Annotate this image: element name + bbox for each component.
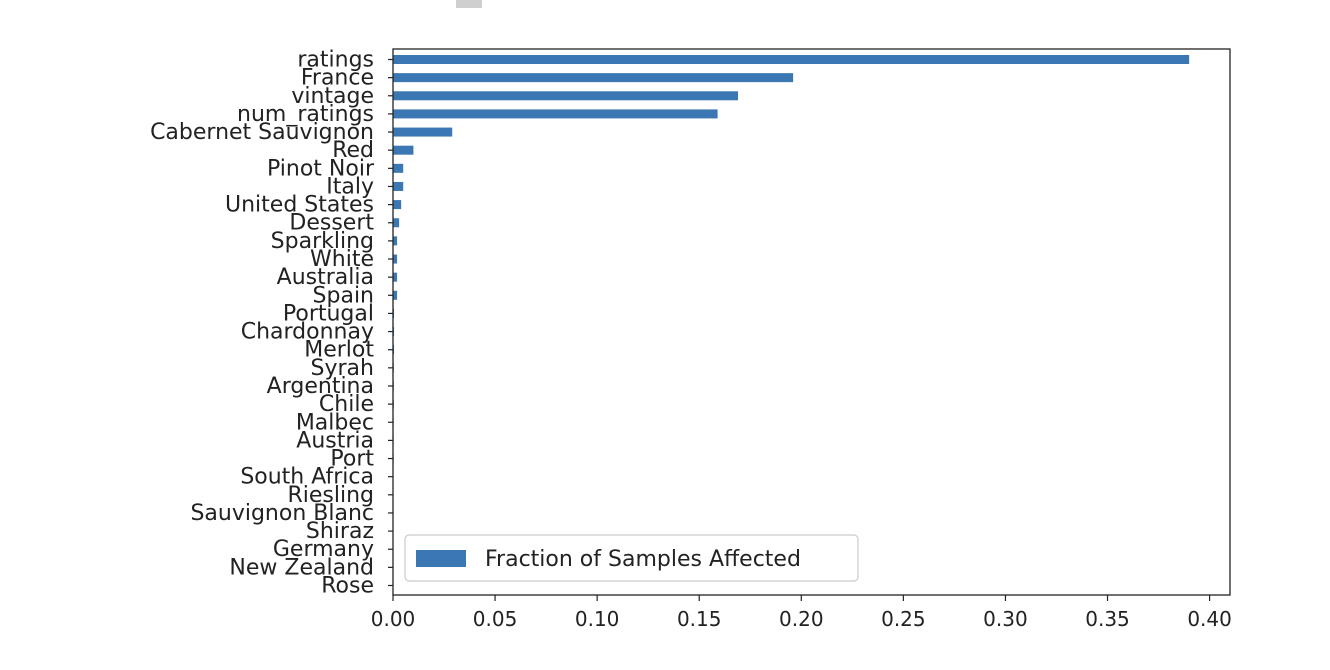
x-tick-label: 0.10 <box>575 607 620 631</box>
bar-united-states <box>393 200 402 210</box>
category-label: Sparkling <box>271 229 374 254</box>
category-label: num_ratings <box>237 102 374 127</box>
category-label: Germany <box>273 537 374 562</box>
category-label: Riesling <box>287 483 374 508</box>
legend-label: Fraction of Samples Affected <box>485 547 801 572</box>
category-label: Port <box>330 447 374 472</box>
legend-box <box>404 534 859 582</box>
legend: Fraction of Samples Affected <box>404 534 859 582</box>
bar-vintage <box>393 91 739 101</box>
bar-white <box>393 254 398 264</box>
x-tick-label: 0.35 <box>1085 607 1130 631</box>
x-tick-label: 0.30 <box>983 607 1028 631</box>
category-label: Pinot Noir <box>267 156 375 181</box>
cursor-indicator <box>456 0 482 8</box>
category-label: United States <box>225 193 374 218</box>
bar-cabernet-sauvignon <box>393 127 453 137</box>
bar-sparkling <box>393 236 398 246</box>
bar-ratings <box>393 55 1190 64</box>
x-axis: 0.00 0.05 0.10 0.15 0.20 0.25 0.30 0.35 0.40 <box>371 595 1232 631</box>
y-axis: ratingsFrancevintagenum_ratingsCabernet … <box>150 48 393 599</box>
category-label: Chile <box>319 392 374 417</box>
category-label: Rose <box>321 574 374 599</box>
category-label: France <box>301 66 374 91</box>
category-label: Italy <box>326 174 374 199</box>
x-tick-label: 0.15 <box>677 607 722 631</box>
category-label: Merlot <box>304 338 374 363</box>
category-label: Dessert <box>289 211 374 236</box>
category-label: Chardonnay <box>241 320 374 345</box>
category-label: Red <box>332 138 374 163</box>
category-label: ratings <box>297 48 374 73</box>
category-label: Shiraz <box>306 519 374 544</box>
bar-italy <box>393 181 404 191</box>
bar-red <box>393 145 414 155</box>
x-tick-label: 0.00 <box>371 607 416 631</box>
bar-france <box>393 73 794 83</box>
category-label: Spain <box>313 283 374 308</box>
bar-pinot-noir <box>393 163 404 173</box>
bar-australia <box>393 272 398 282</box>
category-label: Austria <box>296 428 374 453</box>
category-label: Malbec <box>296 410 374 435</box>
x-tick-label: 0.25 <box>881 607 926 631</box>
bar-dessert <box>393 218 400 228</box>
bar-spain <box>393 290 398 300</box>
x-tick-label: 0.05 <box>473 607 518 631</box>
x-tick-label: 0.20 <box>779 607 824 631</box>
bars-group <box>393 55 1190 590</box>
category-label: Sauvignon Blanc <box>190 501 374 526</box>
plot-frame <box>392 48 1231 596</box>
x-tick-label: 0.40 <box>1187 607 1232 631</box>
bar-num-ratings <box>393 109 718 119</box>
category-label: South Africa <box>240 465 374 490</box>
category-label: Portugal <box>283 301 374 326</box>
category-label: White <box>310 247 374 272</box>
category-label: Australia <box>277 265 374 290</box>
category-label: Syrah <box>311 356 374 381</box>
category-label: New Zealand <box>229 555 374 580</box>
legend-swatch <box>416 550 466 567</box>
category-label: vintage <box>291 84 374 109</box>
category-label: Cabernet Sauvignon <box>150 120 374 145</box>
category-label: Argentina <box>267 374 374 399</box>
